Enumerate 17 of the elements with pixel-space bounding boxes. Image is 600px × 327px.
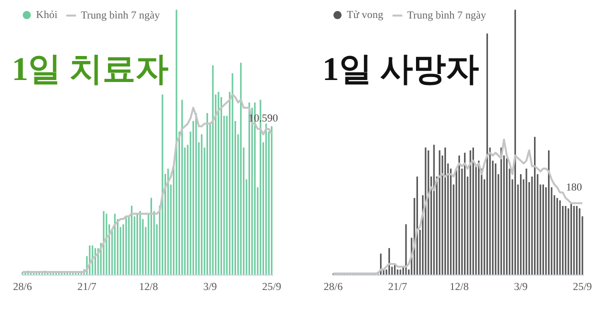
x-tick-label: 21/7 (77, 280, 98, 293)
x-tick-label: 3/9 (514, 280, 528, 293)
x-tick-label: 25/9 (262, 280, 282, 293)
data-label: 180 (566, 182, 582, 194)
x-tick-label: 21/7 (388, 280, 408, 293)
x-tick-label: 12/8 (450, 280, 469, 293)
x-tick-label: 12/8 (138, 280, 158, 293)
legend-label: Trung bình 7 ngày (407, 9, 487, 22)
text: 1일 치료자 (12, 50, 169, 88)
legend-label: Khỏi (36, 9, 58, 22)
legend-label: Tử vong (346, 9, 384, 22)
legend-label: Trung bình 7 ngày (80, 9, 160, 22)
x-tick-label: 28/6 (12, 280, 33, 293)
x-tick-label: 25/9 (572, 280, 592, 293)
x-tick-label: 28/6 (324, 280, 344, 293)
x-tick-label: 3/9 (203, 280, 217, 293)
text: 1일 사망자 (322, 50, 480, 88)
